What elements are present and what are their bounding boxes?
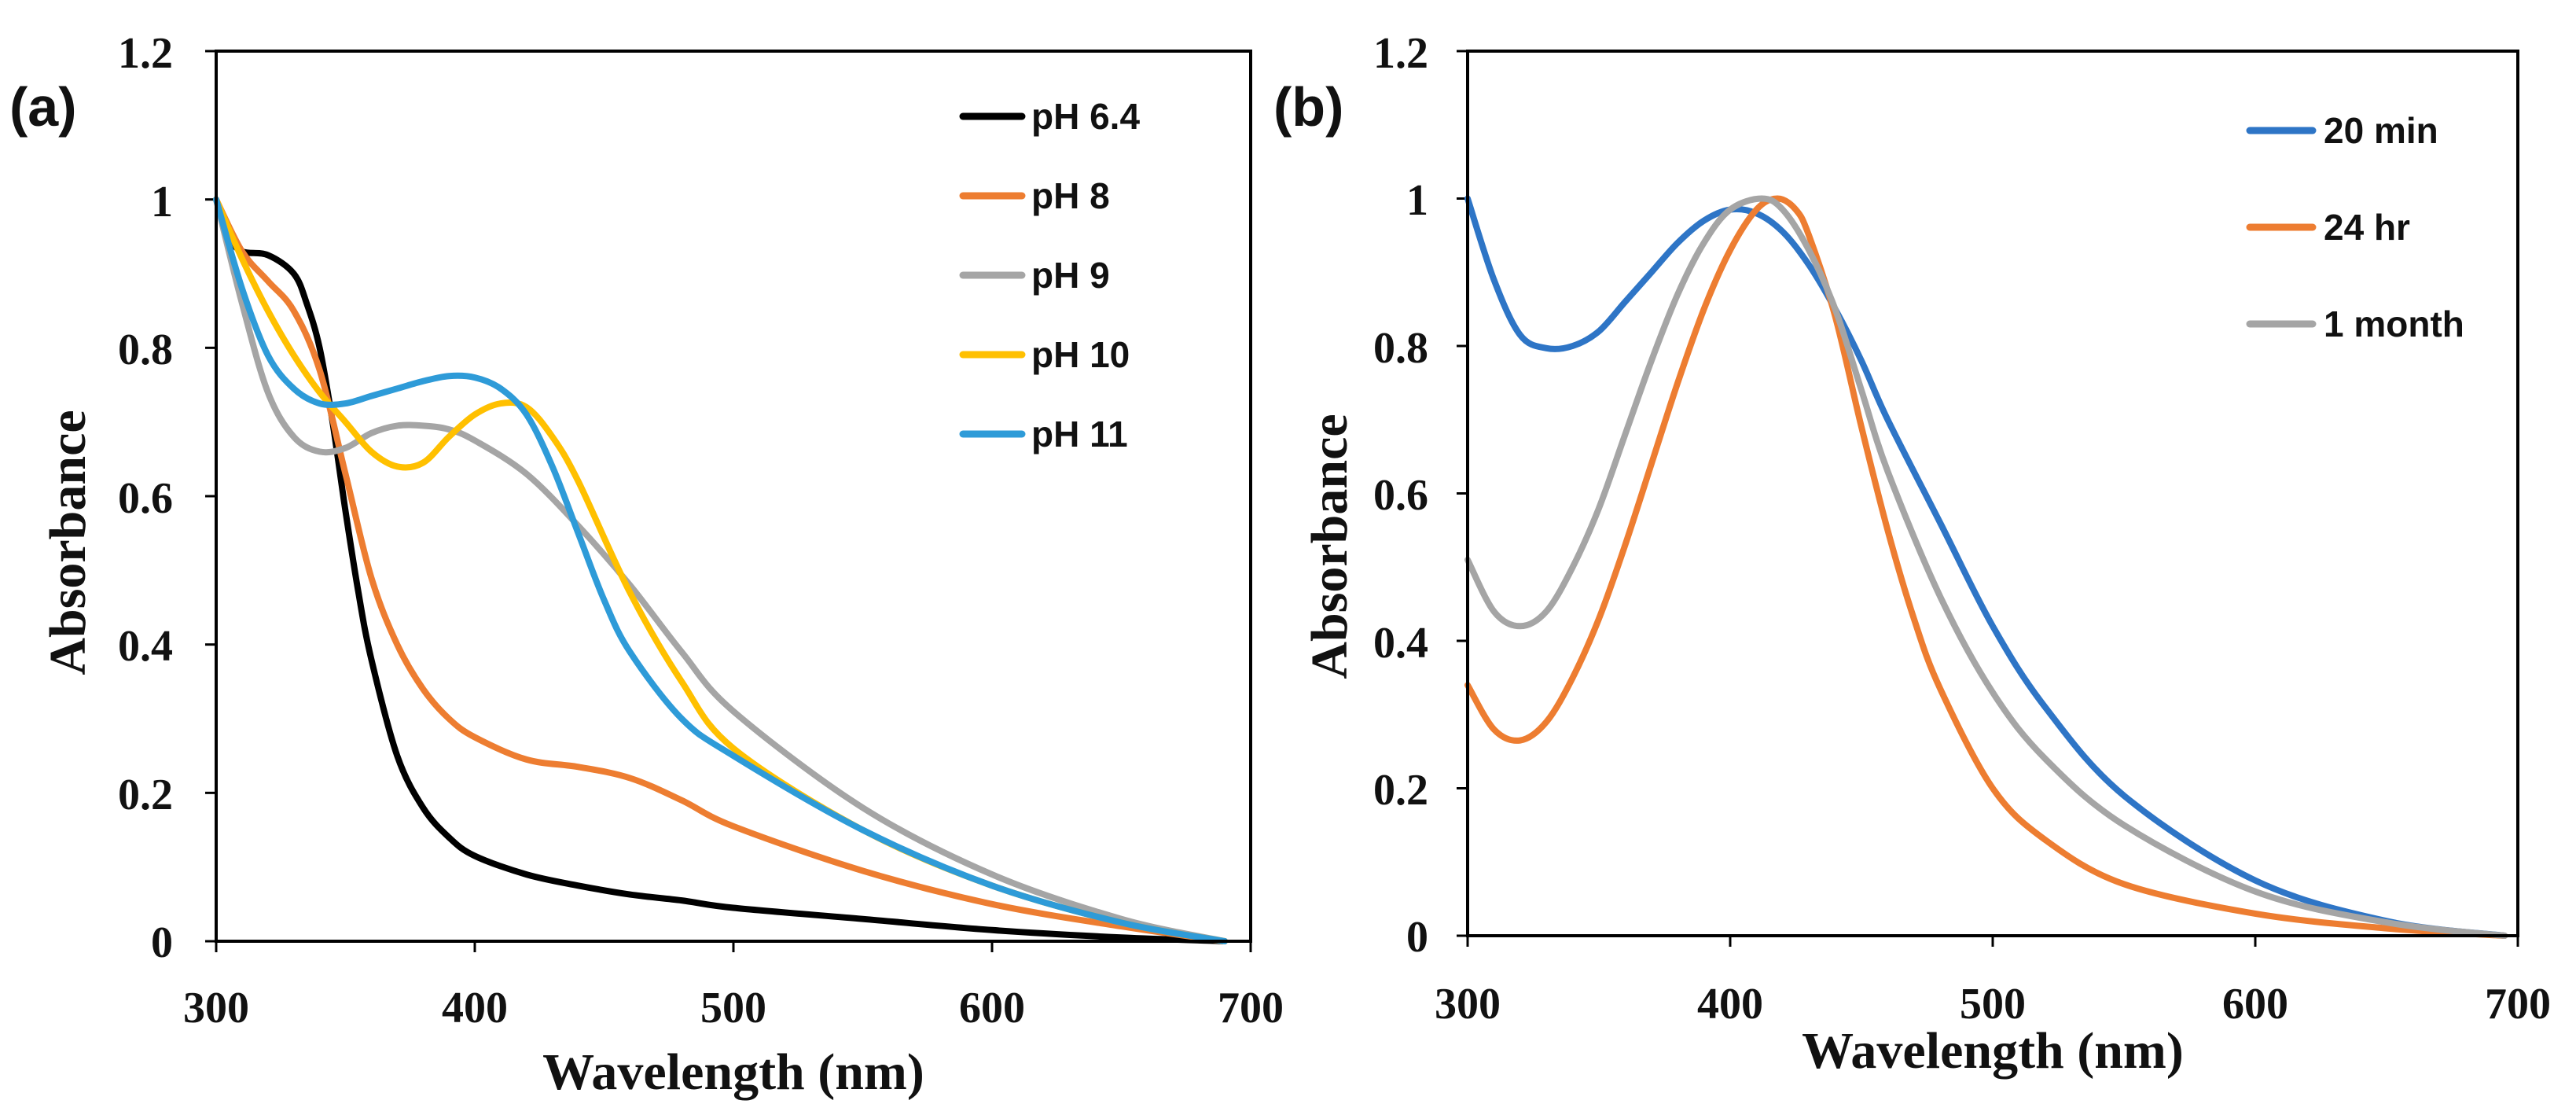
panel-b-xtick-label: 700 xyxy=(2485,980,2551,1029)
panel-b-ytick-label: 0.2 xyxy=(1373,766,1428,815)
panel-b-ytick-label: 0.8 xyxy=(1373,324,1428,373)
panel-b-x-ticks: 300 400 500 600 700 xyxy=(1435,980,2551,1029)
panel-a-ytick-label: 0.2 xyxy=(118,771,173,819)
panel-a-y-axis-title: Absorbance xyxy=(39,410,97,675)
panel-a-xtick-label: 500 xyxy=(700,984,766,1032)
panel-b-ytick-label: 1 xyxy=(1406,176,1428,225)
panel-a-plot-area xyxy=(205,50,1252,952)
panel-b-label: (b) xyxy=(1273,76,1343,138)
panel-b-xtick-label: 300 xyxy=(1435,980,1501,1029)
panel-b-series-line-20-min xyxy=(1464,195,2508,939)
panel-a-ytick-label: 0.4 xyxy=(118,622,173,671)
panel-b-y-axis-title: Absorbance xyxy=(1301,414,1358,679)
panel-a-series-line-ph-9 xyxy=(213,196,1229,944)
panel-a-ytick-label: 0.6 xyxy=(118,474,173,523)
panel-a-legend-label: pH 11 xyxy=(1031,414,1128,454)
panel-b-ytick-label: 1.2 xyxy=(1373,29,1428,78)
panel-b-plot-area xyxy=(1457,50,2519,947)
panel-b-xtick-label: 500 xyxy=(1960,980,2026,1029)
panel-a-label: (a) xyxy=(9,76,77,138)
panel-a-ytick-label: 0 xyxy=(151,918,173,967)
panel-a-y-ticks: 0 0.2 0.4 0.6 0.8 1 1.2 xyxy=(118,29,173,967)
panel-a-legend-label: pH 9 xyxy=(1031,255,1110,296)
panel-b-legend-label: 24 hr xyxy=(2324,207,2410,248)
panel-a-ytick-label: 1.2 xyxy=(118,29,173,78)
panel-a-legend-label: pH 6.4 xyxy=(1031,96,1140,137)
panel-a-series-line-ph-8 xyxy=(213,196,1229,944)
panel-b-plot-frame xyxy=(1466,50,2519,937)
panel-b-xtick-label: 400 xyxy=(1697,980,1763,1029)
panel-a-plot-frame xyxy=(215,50,1252,943)
panel-a-ytick-label: 1 xyxy=(151,178,173,226)
panel-a-xtick-label: 400 xyxy=(442,984,508,1032)
panel-a-legend-label: pH 10 xyxy=(1031,334,1130,375)
panel-b-legend-label: 20 min xyxy=(2324,110,2438,151)
panel-a-legend: pH 6.4 pH 8 pH 9 pH 10 pH 11 xyxy=(959,96,1140,454)
panel-b-legend-label: 1 month xyxy=(2324,304,2464,344)
panel-b-x-axis-title: Wavelength (nm) xyxy=(1802,1022,2184,1080)
panel-b-xtick-label: 600 xyxy=(2222,980,2288,1029)
panel-a-legend-label: pH 8 xyxy=(1031,175,1110,216)
panel-b-series-line-24-hr xyxy=(1464,195,2508,939)
panel-a-x-axis-title: Wavelength (nm) xyxy=(542,1043,924,1101)
panel-a-series-line-ph-11 xyxy=(213,196,1229,944)
panel-b-ytick-label: 0.4 xyxy=(1373,619,1428,668)
panel-a-ytick-label: 0.8 xyxy=(118,326,173,374)
panel-a-xtick-label: 700 xyxy=(1218,984,1284,1032)
panel-b-ytick-label: 0 xyxy=(1406,913,1428,962)
panel-b-y-ticks: 0 0.2 0.4 0.6 0.8 1 1.2 xyxy=(1373,29,1428,962)
panel-a: (a) 0 0.2 0.4 0.6 0.8 1 1.2 300 400 500 … xyxy=(9,29,1284,1101)
panel-a-series-line-ph-6-4 xyxy=(213,196,1229,944)
panel-b-legend: 20 min 24 hr 1 month xyxy=(2246,110,2464,344)
panel-b-ytick-label: 0.6 xyxy=(1373,471,1428,520)
panel-a-xtick-label: 300 xyxy=(183,984,249,1032)
panel-b-series-line-1-month xyxy=(1464,195,2508,939)
panel-b: (b) 0 0.2 0.4 0.6 0.8 1 1.2 300 400 500 … xyxy=(1273,29,2551,1080)
panel-a-xtick-label: 600 xyxy=(959,984,1025,1032)
panel-a-x-ticks: 300 400 500 600 700 xyxy=(183,984,1284,1032)
